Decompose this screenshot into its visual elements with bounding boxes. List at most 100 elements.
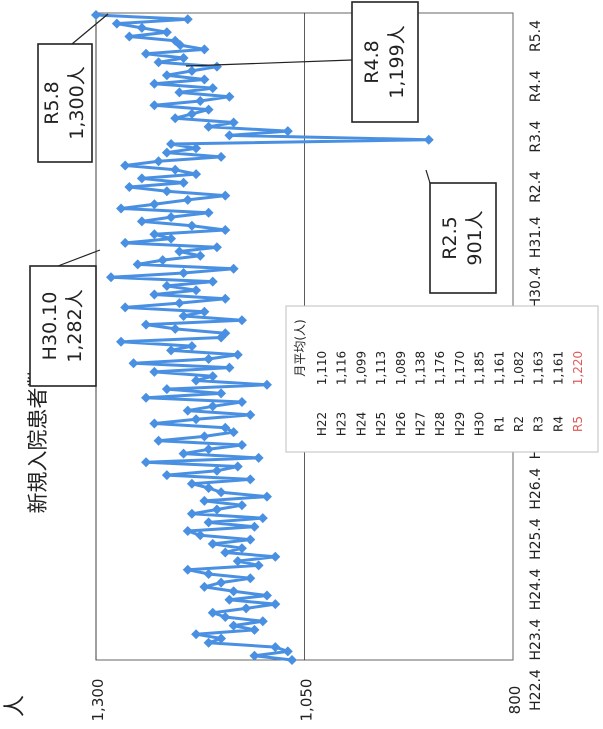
callout-value: 901人 [464,210,486,265]
data-point [220,422,231,433]
data-point [191,629,202,640]
average-table [285,305,599,453]
data-point [216,388,227,399]
callout-box [429,182,497,294]
callout-title: R2.5 [439,216,461,259]
data-point [161,186,172,197]
average-year: H26 [394,412,408,436]
data-point [191,375,202,386]
data-point [203,207,214,218]
data-point [216,487,227,498]
data-point [157,255,168,266]
data-point [178,448,189,459]
data-point [174,298,185,309]
data-point [186,108,197,119]
data-point [270,599,281,610]
x-tick-label: H22.4 [528,669,544,711]
data-point [224,594,235,605]
data-point [257,616,268,627]
data-point [224,362,235,373]
data-point [195,250,206,261]
x-tick-label: H24.4 [528,568,544,610]
data-point [136,173,147,184]
data-point [220,190,231,201]
average-year: H24 [354,412,368,436]
data-point [149,418,160,429]
data-point [161,470,172,481]
data-point [170,323,181,334]
data-point [161,147,172,158]
data-point [228,117,239,128]
average-value: 1,110 [315,351,329,385]
data-point [186,65,197,76]
data-point [141,457,152,468]
data-point [191,285,202,296]
average-year: R3 [532,416,546,432]
y-axis-label: 人 [3,695,28,717]
x-tick-label: R3.4 [528,121,544,153]
data-point [153,435,164,446]
average-year: H29 [453,412,467,436]
data-point [182,405,193,416]
data-point [207,538,218,549]
data-point [236,543,247,554]
data-point [245,474,256,485]
data-point [216,151,227,162]
data-point [224,91,235,102]
y-tick-label: 800 [506,686,524,715]
data-point [161,27,172,38]
data-point [120,160,131,171]
data-point [170,35,181,46]
data-point [166,139,177,149]
data-point [203,517,214,528]
data-point [203,354,214,364]
data-point [261,491,272,502]
data-point [211,61,222,72]
average-table-title: 月平均(人) [293,319,307,376]
average-year: R2 [512,416,526,432]
average-value: 1,220 [571,351,585,385]
data-point [186,478,197,489]
data-point [124,182,135,192]
data-point [141,48,152,59]
data-point [199,306,210,317]
data-point [178,311,189,321]
average-year: H25 [374,412,388,436]
data-point [186,341,197,352]
data-point [141,392,152,403]
data-point [261,379,272,390]
data-point [220,547,231,558]
average-value: 1,185 [473,351,487,385]
data-point [270,551,281,562]
callout-arrow [71,13,109,45]
data-point [203,483,214,493]
data-point [245,534,256,545]
data-point [161,384,172,395]
x-tick-label: H23.4 [528,619,544,661]
average-value: 1,113 [374,351,388,385]
average-value: 1,170 [453,351,467,385]
data-point [149,289,160,300]
data-point [236,315,247,326]
average-year: R4 [551,416,565,432]
data-point [282,126,293,137]
data-point [211,504,222,515]
data-point [170,164,181,175]
data-point [186,508,197,519]
data-point [166,345,177,356]
callout-arrow [425,169,431,184]
data-point [178,268,189,278]
data-point [253,560,264,571]
data-point [228,620,239,631]
data-point [423,134,434,145]
callout-title: H30.10 [39,292,61,361]
data-point [245,409,256,420]
data-point [166,233,177,244]
data-point [195,96,206,106]
average-year: R5 [571,416,585,432]
chart-title: 新規入院患者数 [26,367,50,514]
data-point [203,444,214,455]
data-point [178,53,189,63]
data-point [270,642,281,653]
data-point [166,212,177,223]
